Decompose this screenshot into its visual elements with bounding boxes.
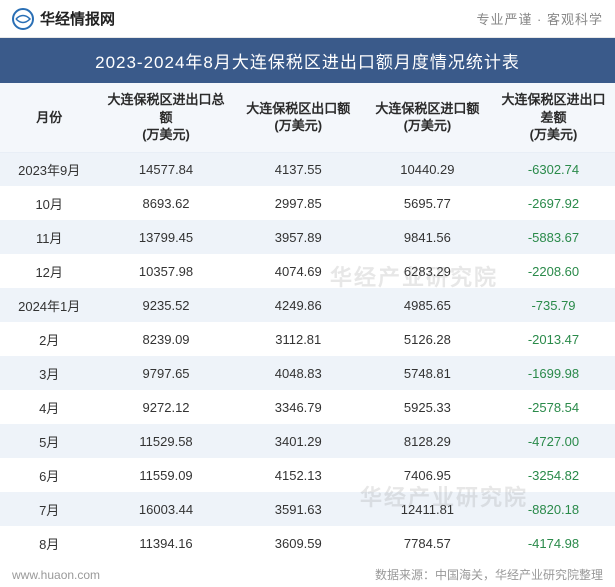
table-cell: 4048.83 (234, 356, 363, 390)
column-header: 大连保税区进口额(万美元) (363, 83, 492, 152)
table-cell: -6302.74 (492, 152, 615, 186)
table-cell: -1699.98 (492, 356, 615, 390)
table-cell: 5月 (0, 424, 98, 458)
table-row: 11月13799.453957.899841.56-5883.67 (0, 220, 615, 254)
table-cell: 4249.86 (234, 288, 363, 322)
table-body: 2023年9月14577.844137.5510440.29-6302.7410… (0, 152, 615, 560)
table-row: 5月11529.583401.298128.29-4727.00 (0, 424, 615, 458)
table-cell: 9797.65 (98, 356, 233, 390)
table-cell: 2023年9月 (0, 152, 98, 186)
table-cell: 8239.09 (98, 322, 233, 356)
table-cell: 3401.29 (234, 424, 363, 458)
table-cell: 4152.13 (234, 458, 363, 492)
table-cell: 3591.63 (234, 492, 363, 526)
column-header: 大连保税区进出口差额(万美元) (492, 83, 615, 152)
table-title: 2023-2024年8月大连保税区进出口额月度情况统计表 (0, 38, 615, 83)
site-name: 华经情报网 (40, 8, 115, 29)
table-row: 4月9272.123346.795925.33-2578.54 (0, 390, 615, 424)
column-header: 月份 (0, 83, 98, 152)
table-cell: 10440.29 (363, 152, 492, 186)
table-cell: 11月 (0, 220, 98, 254)
table-cell: -735.79 (492, 288, 615, 322)
table-cell: 4137.55 (234, 152, 363, 186)
table-row: 2024年1月9235.524249.864985.65-735.79 (0, 288, 615, 322)
table-cell: 13799.45 (98, 220, 233, 254)
table-cell: 3609.59 (234, 526, 363, 560)
table-cell: -2697.92 (492, 186, 615, 220)
table-cell: 9272.12 (98, 390, 233, 424)
table-cell: 7月 (0, 492, 98, 526)
table-cell: 5126.28 (363, 322, 492, 356)
table-cell: -2013.47 (492, 322, 615, 356)
table-row: 3月9797.654048.835748.81-1699.98 (0, 356, 615, 390)
table-cell: 9235.52 (98, 288, 233, 322)
table-cell: 3957.89 (234, 220, 363, 254)
logo-icon (12, 8, 34, 30)
table-row: 8月11394.163609.597784.57-4174.98 (0, 526, 615, 560)
table-cell: 2月 (0, 322, 98, 356)
table-cell: 10月 (0, 186, 98, 220)
table-cell: 6月 (0, 458, 98, 492)
table-cell: 6283.29 (363, 254, 492, 288)
table-cell: 11529.58 (98, 424, 233, 458)
table-row: 6月11559.094152.137406.95-3254.82 (0, 458, 615, 492)
table-row: 10月8693.622997.855695.77-2697.92 (0, 186, 615, 220)
table-cell: 11559.09 (98, 458, 233, 492)
table-cell: 5695.77 (363, 186, 492, 220)
table-cell: 4月 (0, 390, 98, 424)
site-header: 华经情报网 专业严谨 · 客观科学 (0, 0, 615, 38)
table-cell: 16003.44 (98, 492, 233, 526)
table-cell: 12月 (0, 254, 98, 288)
table-cell: 8693.62 (98, 186, 233, 220)
data-credit: 数据来源：中国海关，华经产业研究院整理 (375, 566, 603, 583)
table-cell: -5883.67 (492, 220, 615, 254)
table-cell: -2578.54 (492, 390, 615, 424)
data-table-wrap: 月份大连保税区进出口总额(万美元)大连保税区出口额(万美元)大连保税区进口额(万… (0, 83, 615, 560)
source-url: www.huaon.com (12, 568, 100, 582)
table-cell: 8月 (0, 526, 98, 560)
table-cell: 7406.95 (363, 458, 492, 492)
site-tagline: 专业严谨 · 客观科学 (476, 9, 603, 28)
table-row: 7月16003.443591.6312411.81-8820.18 (0, 492, 615, 526)
table-cell: 5925.33 (363, 390, 492, 424)
table-cell: 4074.69 (234, 254, 363, 288)
data-table: 月份大连保税区进出口总额(万美元)大连保税区出口额(万美元)大连保税区进口额(万… (0, 83, 615, 560)
table-cell: 12411.81 (363, 492, 492, 526)
table-cell: 5748.81 (363, 356, 492, 390)
table-cell: -4727.00 (492, 424, 615, 458)
table-cell: 8128.29 (363, 424, 492, 458)
table-cell: 10357.98 (98, 254, 233, 288)
table-cell: 9841.56 (363, 220, 492, 254)
column-header: 大连保税区出口额(万美元) (234, 83, 363, 152)
table-cell: 14577.84 (98, 152, 233, 186)
table-cell: -8820.18 (492, 492, 615, 526)
table-cell: 3月 (0, 356, 98, 390)
footer: www.huaon.com 数据来源：中国海关，华经产业研究院整理 (0, 560, 615, 587)
table-cell: 2024年1月 (0, 288, 98, 322)
table-cell: -3254.82 (492, 458, 615, 492)
logo-group: 华经情报网 (12, 8, 115, 30)
table-cell: 7784.57 (363, 526, 492, 560)
table-cell: -2208.60 (492, 254, 615, 288)
table-cell: 4985.65 (363, 288, 492, 322)
table-row: 12月10357.984074.696283.29-2208.60 (0, 254, 615, 288)
table-cell: 3346.79 (234, 390, 363, 424)
table-cell: 11394.16 (98, 526, 233, 560)
table-cell: -4174.98 (492, 526, 615, 560)
column-header: 大连保税区进出口总额(万美元) (98, 83, 233, 152)
table-row: 2023年9月14577.844137.5510440.29-6302.74 (0, 152, 615, 186)
table-cell: 2997.85 (234, 186, 363, 220)
table-row: 2月8239.093112.815126.28-2013.47 (0, 322, 615, 356)
table-cell: 3112.81 (234, 322, 363, 356)
table-header: 月份大连保税区进出口总额(万美元)大连保税区出口额(万美元)大连保税区进口额(万… (0, 83, 615, 152)
